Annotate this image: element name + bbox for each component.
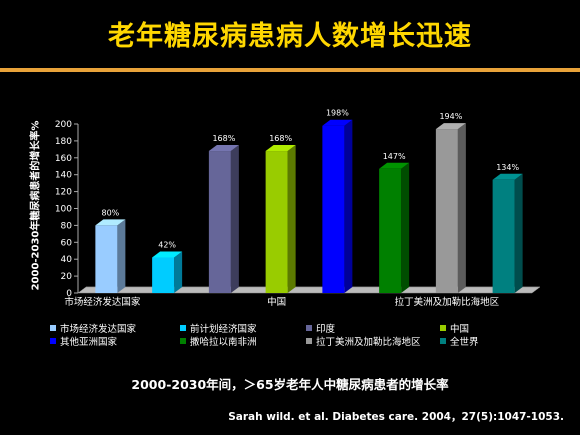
title-divider bbox=[0, 68, 580, 72]
bar-side bbox=[457, 123, 466, 293]
bar-value-label: 134% bbox=[496, 163, 519, 172]
bar-top bbox=[265, 145, 296, 152]
bar-value-label: 80% bbox=[101, 208, 119, 217]
bar-top bbox=[208, 145, 239, 152]
bar bbox=[322, 125, 345, 293]
legend-label: 其他亚洲国家 bbox=[60, 337, 118, 348]
legend-label: 印度 bbox=[316, 324, 336, 335]
bar-top bbox=[435, 123, 466, 130]
bar-side bbox=[401, 162, 410, 293]
legend-item: 印度 bbox=[306, 321, 335, 335]
bar bbox=[492, 179, 515, 293]
bar bbox=[95, 225, 118, 293]
citation: Sarah wild. et al. Diabetes care. 2004，2… bbox=[228, 411, 564, 423]
legend-item: 其他亚洲国家 bbox=[50, 334, 117, 348]
bar-value-label: 198% bbox=[326, 109, 349, 118]
bar-value-label: 147% bbox=[383, 152, 406, 161]
chart-floor bbox=[77, 286, 541, 294]
y-tick-label: 180 bbox=[55, 137, 72, 147]
bar-side bbox=[344, 119, 353, 293]
chart-caption: 2000-2030年间，＞65岁老年人中糖尿病患者的增长率 bbox=[131, 377, 449, 392]
legend-label: 全世界 bbox=[450, 337, 479, 348]
legend-swatch bbox=[50, 338, 56, 344]
legend-item: 前计划经济国家 bbox=[180, 321, 257, 335]
y-axis-label: 2000-2030年糖尿病患者的增长率% bbox=[30, 120, 42, 291]
y-tick-label: 120 bbox=[55, 188, 72, 198]
x-category-label: 拉丁美洲及加勒比海地区 bbox=[395, 296, 500, 308]
legend-swatch bbox=[306, 338, 312, 344]
y-tick-label: 40 bbox=[61, 255, 73, 265]
bar-side bbox=[174, 251, 183, 293]
legend-swatch bbox=[440, 325, 446, 331]
y-tick-label: 140 bbox=[55, 171, 72, 181]
legend-label: 前计划经济国家 bbox=[190, 324, 257, 335]
bar bbox=[379, 168, 402, 293]
bar-value-label: 168% bbox=[212, 134, 235, 143]
legend-swatch bbox=[180, 338, 186, 344]
y-tick-label: 0 bbox=[66, 289, 72, 299]
bar-value-label: 168% bbox=[269, 134, 292, 143]
bar bbox=[152, 257, 175, 293]
bar-top bbox=[152, 251, 183, 258]
legend-label: 市场经济发达国家 bbox=[60, 324, 137, 335]
bar-top bbox=[379, 162, 410, 169]
bar-side bbox=[230, 145, 239, 293]
bar-side bbox=[117, 219, 126, 293]
legend-item: 撒哈拉以南非洲 bbox=[180, 334, 257, 348]
bar bbox=[208, 151, 231, 293]
legend-swatch bbox=[180, 325, 186, 331]
legend-label: 中国 bbox=[450, 324, 470, 335]
y-tick-label: 80 bbox=[61, 221, 73, 231]
y-tick-label: 160 bbox=[55, 154, 72, 164]
legend-label: 撒哈拉以南非洲 bbox=[190, 337, 257, 348]
bar-top bbox=[95, 219, 126, 226]
legend-swatch bbox=[306, 325, 312, 331]
y-tick-label: 200 bbox=[55, 120, 72, 130]
legend-item: 全世界 bbox=[440, 334, 479, 348]
legend-swatch bbox=[440, 338, 446, 344]
y-tick-label: 100 bbox=[55, 205, 72, 215]
y-tick-label: 20 bbox=[61, 272, 73, 282]
slide-title: 老年糖尿病患病人数增长迅速 bbox=[108, 21, 472, 52]
legend-swatch bbox=[50, 325, 56, 331]
bar-value-label: 42% bbox=[158, 241, 176, 250]
bar-side bbox=[514, 173, 523, 293]
bar-top bbox=[322, 119, 353, 126]
bar-top bbox=[492, 173, 523, 180]
legend-item: 中国 bbox=[440, 321, 469, 335]
bar bbox=[435, 129, 458, 293]
bar bbox=[265, 151, 288, 293]
bar-side bbox=[287, 145, 296, 293]
legend-item: 市场经济发达国家 bbox=[50, 321, 136, 335]
x-category-label: 中国 bbox=[267, 296, 286, 308]
x-category-label: 市场经济发达国家 bbox=[64, 296, 141, 308]
bar-value-label: 194% bbox=[439, 112, 462, 121]
y-tick-label: 60 bbox=[61, 238, 73, 248]
legend-item: 拉丁美洲及加勒比海地区 bbox=[306, 334, 421, 348]
legend-label: 拉丁美洲及加勒比海地区 bbox=[316, 337, 421, 348]
